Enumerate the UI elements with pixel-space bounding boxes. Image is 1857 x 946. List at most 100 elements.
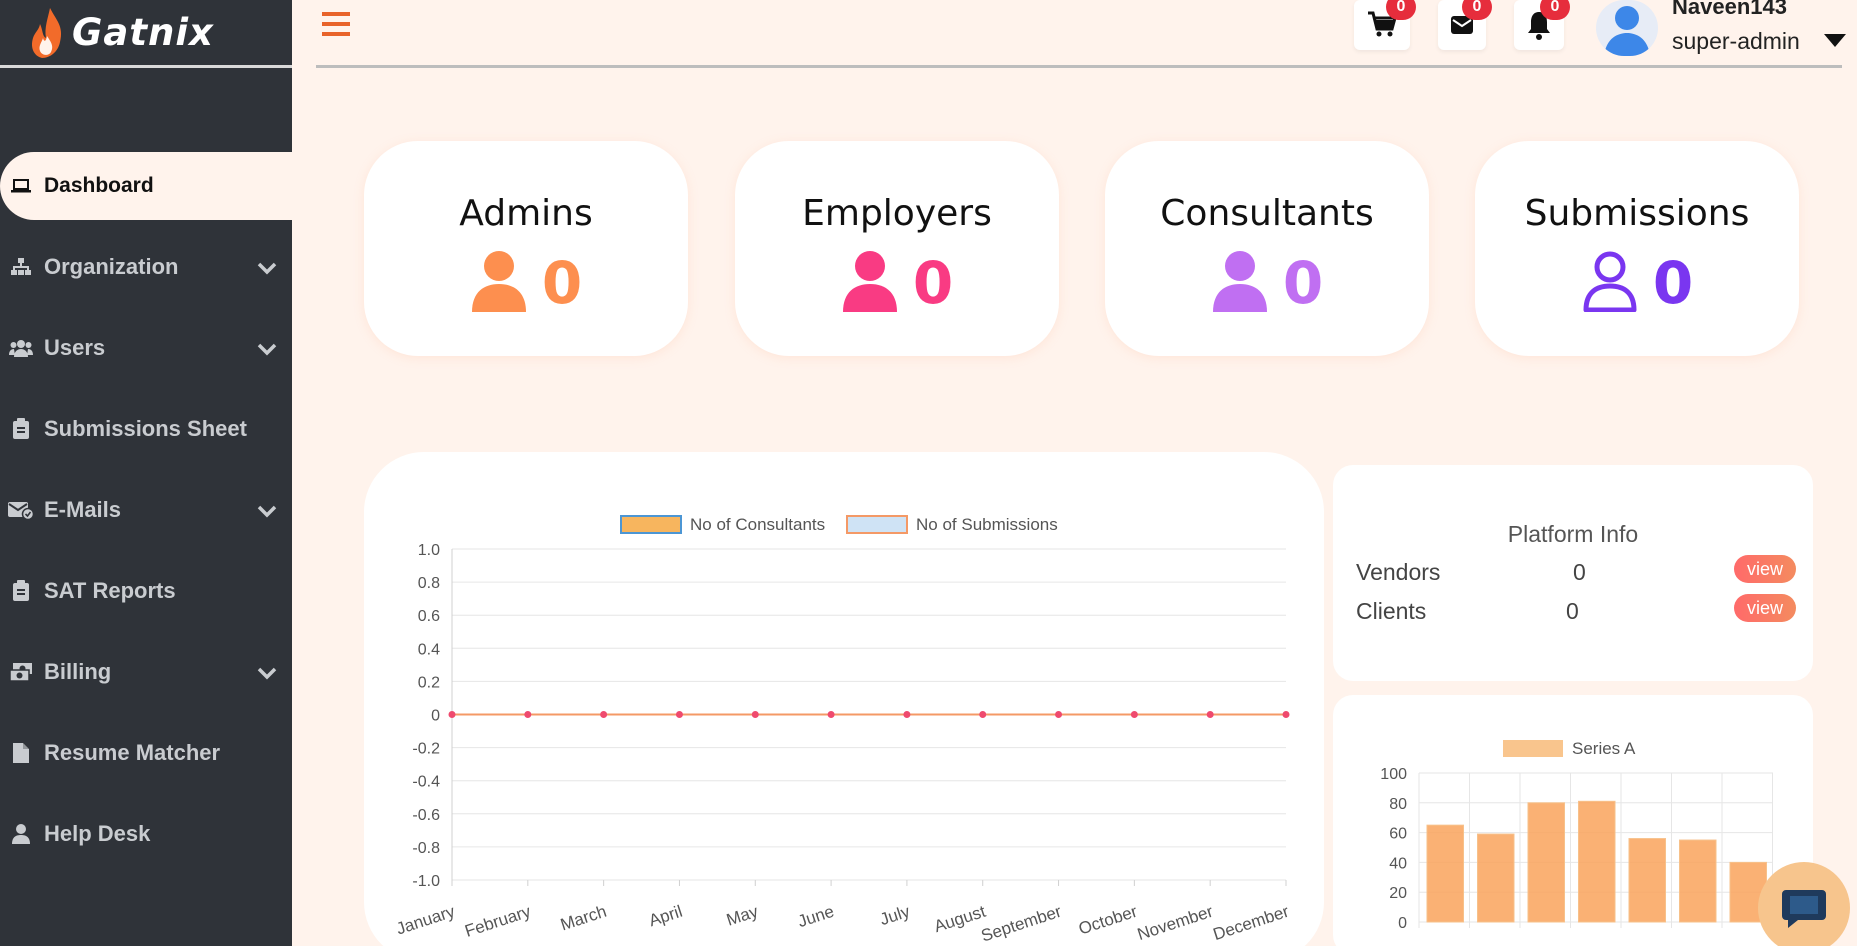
y-tick-label: -0.4: [412, 774, 440, 791]
legend-swatch: [620, 515, 682, 534]
series-bar-chart-card: Series A 100 80 60 40 20 0: [1333, 695, 1813, 946]
monthly-line-chart: No of Consultants No of Submissions 1.0 0.8…: [394, 515, 1292, 946]
sidebar-item-label: Dashboard: [44, 174, 154, 197]
avatar[interactable]: [1596, 0, 1658, 56]
y-tick-label: 40: [1389, 855, 1407, 872]
data-point: [979, 711, 987, 718]
sidebar-item-organization[interactable]: Organization: [0, 233, 292, 301]
sidebar-item-label: Organization: [44, 254, 179, 279]
bar: [1679, 839, 1717, 923]
y-tick-label: -0.2: [412, 741, 440, 758]
y-tick-label: 0: [431, 708, 440, 725]
clipboard-icon: [8, 578, 34, 604]
x-tick-label: October: [1076, 902, 1140, 939]
clients-count: 0: [1566, 598, 1579, 624]
data-point: [1206, 711, 1214, 718]
user-outline-icon: [1581, 250, 1639, 317]
monthly-chart-card: No of Consultants No of Submissions 1.0 0.8…: [364, 452, 1324, 946]
stat-row: 0: [1475, 249, 1799, 317]
data-point: [448, 711, 456, 718]
y-tick-label: 0.8: [418, 575, 440, 592]
user-menu-caret-icon[interactable]: [1824, 34, 1846, 47]
data-point: [827, 711, 835, 718]
y-tick-label: 0.6: [418, 608, 440, 625]
platform-info-card: Platform Info Vendors 0 view Clients 0 v…: [1333, 465, 1813, 681]
stat-card-consultants: Consultants 0: [1105, 141, 1429, 356]
y-tick-label: 20: [1389, 885, 1407, 902]
bar: [1426, 824, 1464, 923]
clients-label: Clients: [1356, 598, 1427, 624]
y-tick-label: 80: [1389, 796, 1407, 813]
envelope-icon: [1451, 16, 1473, 34]
notification-count-badge: 0: [1540, 0, 1570, 20]
sidebar-item-resume-matcher[interactable]: Resume Matcher: [0, 719, 292, 787]
mail-button[interactable]: 0: [1438, 0, 1492, 50]
sidebar-item-label: Billing: [44, 659, 112, 684]
user-icon: [470, 250, 528, 317]
data-point: [1282, 711, 1290, 718]
sidebar-item-sat-reports[interactable]: SAT Reports: [0, 557, 292, 625]
cart-button[interactable]: 0: [1354, 0, 1416, 50]
sidebar-item-label: Submissions Sheet: [44, 416, 247, 441]
y-tick-label: 0: [1398, 915, 1407, 932]
sidebar-item-label: Help Desk: [44, 821, 151, 846]
legend-label: Series A: [1572, 739, 1636, 758]
clients-view-button[interactable]: view: [1734, 594, 1796, 622]
stat-row: 0: [364, 249, 688, 317]
sidebar-item-users[interactable]: Users: [0, 314, 292, 382]
y-tick-label: -1.0: [412, 873, 440, 890]
stat-title: Admins: [459, 193, 593, 234]
vendors-view-button[interactable]: view: [1734, 555, 1796, 583]
stat-card-submissions: Submissions 0: [1475, 141, 1799, 356]
x-tick-label: January: [394, 902, 458, 939]
data-point: [1055, 711, 1063, 718]
clients-row: Clients 0 view: [1356, 594, 1796, 626]
y-tick-label: 60: [1389, 826, 1407, 843]
vendors-count: 0: [1573, 559, 1586, 585]
x-tick-label: May: [724, 902, 761, 930]
stat-card-employers: Employers 0: [735, 141, 1059, 356]
sitemap-icon: [8, 254, 34, 280]
sidebar-item-e-mails[interactable]: E-Mails: [0, 476, 292, 544]
data-point: [524, 711, 532, 718]
x-tick-label: September: [979, 902, 1064, 946]
user-icon: [8, 821, 34, 847]
platform-info-title: Platform Info: [1507, 521, 1639, 547]
chat-support-button[interactable]: [1758, 862, 1850, 946]
stat-title: Consultants: [1160, 193, 1374, 234]
y-tick-label: 0.4: [418, 641, 440, 658]
x-tick-label: June: [795, 902, 836, 931]
chevron-down-icon: [256, 257, 278, 279]
stat-row: 0: [1105, 249, 1429, 317]
user-icon: [1211, 250, 1269, 317]
sidebar-item-billing[interactable]: Billing: [0, 638, 292, 706]
sidebar-item-help-desk[interactable]: Help Desk: [0, 800, 292, 868]
sidebar-nav: Dashboard Organization Users Submissions Sh…: [0, 152, 292, 881]
user-avatar-icon: [1604, 6, 1650, 56]
vendors-row: Vendors 0 view: [1356, 555, 1796, 587]
sidebar-item-dashboard[interactable]: Dashboard: [0, 152, 292, 220]
stat-title: Employers: [802, 193, 992, 234]
stat-card-admins: Admins 0: [364, 141, 688, 356]
stat-row: 0: [735, 249, 1059, 317]
y-tick-label: -0.8: [412, 840, 440, 857]
bar: [1527, 802, 1565, 923]
data-point: [675, 711, 683, 718]
x-tick-label: December: [1211, 902, 1292, 944]
logo[interactable]: Gatnix: [0, 0, 292, 68]
x-tick-label: November: [1135, 902, 1216, 944]
bar: [1477, 833, 1515, 923]
sidebar-item-submissions-sheet[interactable]: Submissions Sheet: [0, 395, 292, 463]
notifications-button[interactable]: 0: [1514, 0, 1570, 50]
y-tick-label: 100: [1380, 766, 1407, 783]
series-bar-chart: Series A 100 80 60 40 20 0: [1380, 739, 1773, 932]
clipboard-icon: [8, 416, 34, 442]
sidebar: Gatnix Dashboard Organization Users Submiss…: [0, 0, 292, 946]
vendors-label: Vendors: [1356, 559, 1441, 585]
stat-title: Submissions: [1524, 193, 1750, 234]
x-tick-label: April: [646, 902, 684, 931]
mail-count-badge: 0: [1462, 0, 1492, 20]
hamburger-menu-icon[interactable]: [320, 8, 352, 40]
y-tick-label: 0.2: [418, 674, 440, 691]
y-tick-label: -0.6: [412, 807, 440, 824]
